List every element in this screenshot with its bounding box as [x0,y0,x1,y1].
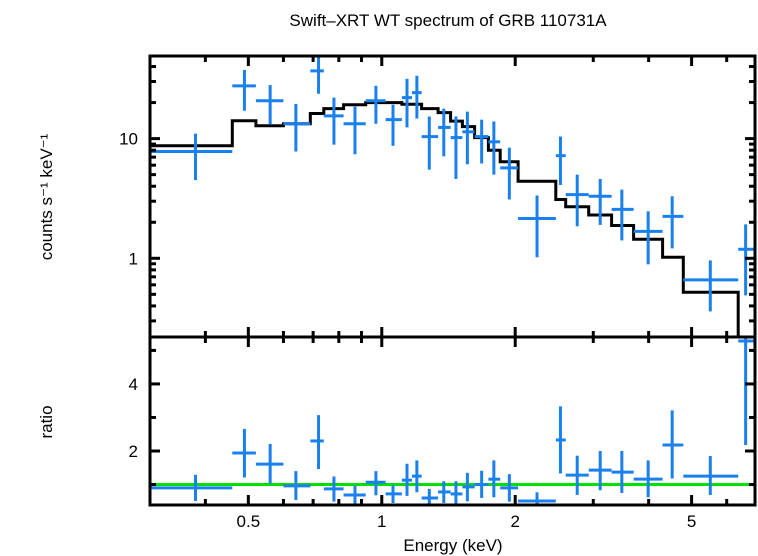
spectrum-data-point [683,260,739,312]
ratio-data-point [555,406,566,474]
ratio-data-point [421,488,439,505]
ratio-frame [148,335,757,507]
x-tick-label: 1 [377,512,386,531]
ratio-data-point [255,443,284,484]
ratio-data-point [438,481,451,503]
spectrum-data-point [611,189,634,241]
chart-title: Swift–XRT WT spectrum of GRB 110731A [289,11,607,30]
ratio-data-point [385,485,402,503]
ratio-data-points [150,337,755,505]
ratio-data-point [462,472,475,502]
spectrum-data-point [150,133,233,181]
ratio-panel: 24 [129,335,757,507]
spectrum-data-point [518,195,556,258]
ratio-y-tick-label: 4 [129,375,138,394]
ratio-data-point [500,474,519,502]
ratio-data-point [150,474,233,501]
spectrum-data-point [474,119,489,164]
x-tick-labels: 0.5 1 2 5 [237,512,697,531]
ratio-data-point [323,476,344,502]
ratio-data-point [611,451,634,493]
ratio-data-point [565,455,589,495]
ratio-data-point [633,460,663,498]
ratio-data-point [683,456,739,495]
spectrum-data-points [150,56,755,312]
spectrum-y-axis-label: counts s⁻¹ keV⁻¹ [37,133,56,260]
ratio-axes: 24 [129,335,757,507]
spectrum-data-point [323,97,344,145]
ratio-data-point [518,492,556,505]
ratio-data-point [450,481,463,505]
spectrum-data-point [565,174,589,227]
spectrum-data-point [555,136,566,185]
spectrum-data-point [488,121,501,175]
spectrum-data-point [738,224,755,296]
x-tick-label: 2 [510,512,519,531]
x-axis-label: Energy (keV) [403,536,502,555]
ratio-data-point [662,410,684,479]
ratio-data-point [343,485,366,505]
spectrum-data-point [588,178,612,225]
spectrum-data-point [343,106,366,155]
spectrum-frame [148,54,757,339]
spectrum-data-point [385,104,402,146]
spectrum-data-point [365,85,386,124]
spectrum-y-tick-label: 1 [129,249,138,268]
ratio-data-point [474,470,489,498]
ratio-y-axis-label: ratio [37,405,56,438]
ratio-data-point [310,415,324,470]
x-tick-label: 0.5 [237,512,261,531]
ratio-data-point [232,428,256,478]
spectrum-data-point [462,111,475,165]
ratio-data-point [365,471,386,496]
spectrum-data-point [232,69,256,111]
x-tick-label: 5 [687,512,696,531]
ratio-data-point [488,460,501,498]
spectrum-data-point [310,56,324,94]
spectrum-data-point [401,78,412,128]
ratio-data-point [738,337,755,445]
ratio-y-tick-label: 2 [129,442,138,461]
spectrum-data-point [283,103,311,152]
spectrum-y-tick-label: 10 [119,130,138,149]
spectrum-data-point [411,75,422,119]
spectrum-data-point [633,211,663,265]
spectrum-data-point [662,196,684,249]
spectrum-data-point [450,116,463,179]
ratio-data-point [588,451,612,491]
ratio-data-point [411,460,422,493]
spectrum-data-point [438,108,451,157]
spectrum-panel: 1 10 [119,54,757,339]
ratio-data-point [283,471,311,500]
spectrum-axes: 1 10 [119,54,757,339]
spectrum-data-point [500,147,519,200]
ratio-data-point [401,463,412,496]
spectrum-data-point [421,116,439,170]
spectrum-data-point [255,85,284,125]
